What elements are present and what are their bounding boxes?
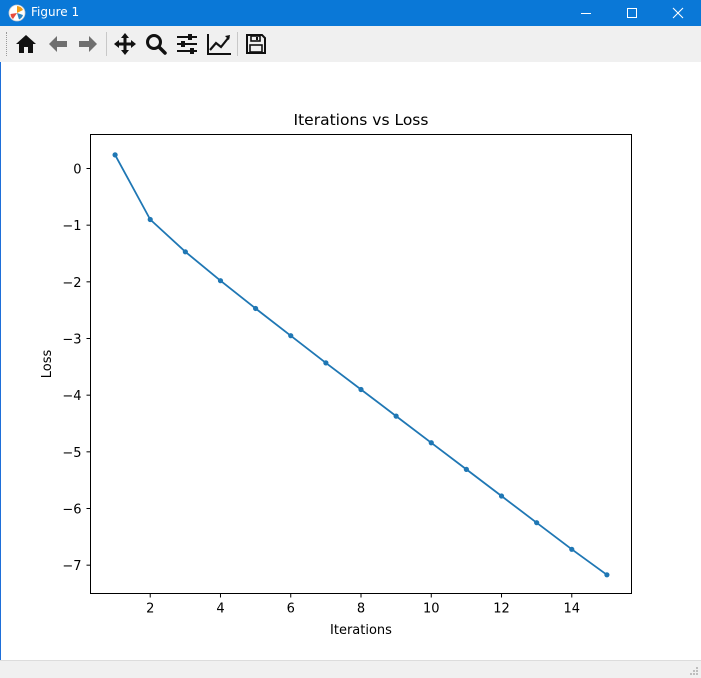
data-point	[323, 360, 329, 366]
x-axis-ticks: 2 4 6 8 10 12 14	[146, 593, 581, 617]
figure-canvas[interactable]: Iterations vs Loss Iterations Loss 2 4 6 8 1…	[0, 62, 701, 660]
y-axis-label: Loss	[40, 350, 55, 379]
data-point	[393, 413, 399, 419]
save-button[interactable]	[242, 30, 270, 58]
home-button[interactable]	[12, 30, 40, 58]
status-bar	[0, 660, 701, 678]
y-axis-ticks: 0 −1 −2 −3 −4 −5 −6 −7	[62, 163, 91, 574]
window-border	[0, 62, 1, 660]
x-tick-label: 14	[564, 602, 581, 617]
data-point	[428, 440, 434, 446]
toolbar-separator	[106, 32, 107, 56]
forward-button[interactable]	[74, 30, 102, 58]
x-tick-label: 2	[146, 602, 154, 617]
navigation-toolbar	[0, 26, 701, 63]
y-tick-label: −6	[62, 503, 81, 518]
minimize-button[interactable]	[563, 0, 609, 26]
toolbar-separator	[237, 32, 238, 56]
x-tick-label: 6	[287, 602, 295, 617]
home-icon	[16, 35, 36, 53]
data-point	[288, 333, 294, 339]
y-tick-label: −2	[62, 276, 81, 291]
window-title: Figure 1	[31, 5, 80, 19]
close-icon	[672, 7, 684, 19]
data-point	[358, 386, 364, 393]
line-chart: Iterations vs Loss Iterations Loss 2 4 6 8 1…	[40, 111, 632, 638]
data-point	[463, 466, 469, 472]
toolbar-grip[interactable]	[6, 32, 9, 56]
data-point	[253, 305, 259, 312]
x-tick-label: 4	[216, 602, 224, 617]
arrow-left-icon	[49, 36, 67, 52]
y-tick-label: 0	[73, 163, 81, 178]
resize-grip-icon[interactable]	[689, 666, 699, 676]
x-tick-label: 10	[423, 602, 440, 617]
window-titlebar: Figure 1	[0, 0, 701, 26]
zoom-button[interactable]	[142, 30, 170, 58]
data-point	[182, 249, 188, 255]
data-point	[147, 216, 153, 223]
y-tick-label: −4	[62, 389, 81, 404]
x-axis-label: Iterations	[330, 623, 392, 638]
y-tick-label: −7	[62, 559, 81, 574]
data-point	[604, 572, 610, 578]
line-chart-icon	[207, 34, 231, 55]
x-tick-label: 12	[493, 602, 510, 617]
data-point	[498, 493, 505, 499]
y-tick-label: −1	[62, 219, 81, 234]
x-tick-label: 8	[357, 602, 365, 617]
minimize-icon	[581, 13, 591, 14]
pan-button[interactable]	[111, 30, 139, 58]
data-point	[112, 152, 118, 158]
loss-series	[112, 152, 610, 578]
chart-title: Iterations vs Loss	[294, 111, 429, 129]
floppy-disk-icon	[246, 34, 266, 54]
y-tick-label: −5	[62, 446, 81, 461]
maximize-icon	[627, 8, 637, 18]
data-point	[569, 546, 575, 552]
subplots-button[interactable]	[173, 30, 201, 58]
back-button[interactable]	[44, 30, 72, 58]
plot-area	[90, 134, 632, 594]
arrow-right-icon	[79, 36, 97, 52]
move-icon	[114, 33, 136, 55]
close-button[interactable]	[655, 0, 701, 26]
matplotlib-logo-icon	[8, 4, 26, 22]
sliders-icon	[177, 34, 197, 54]
y-tick-label: −3	[62, 333, 81, 348]
maximize-button[interactable]	[609, 0, 655, 26]
edit-axes-button[interactable]	[205, 30, 233, 58]
data-point	[534, 520, 540, 526]
data-point	[217, 278, 224, 284]
magnifier-icon	[146, 34, 167, 55]
